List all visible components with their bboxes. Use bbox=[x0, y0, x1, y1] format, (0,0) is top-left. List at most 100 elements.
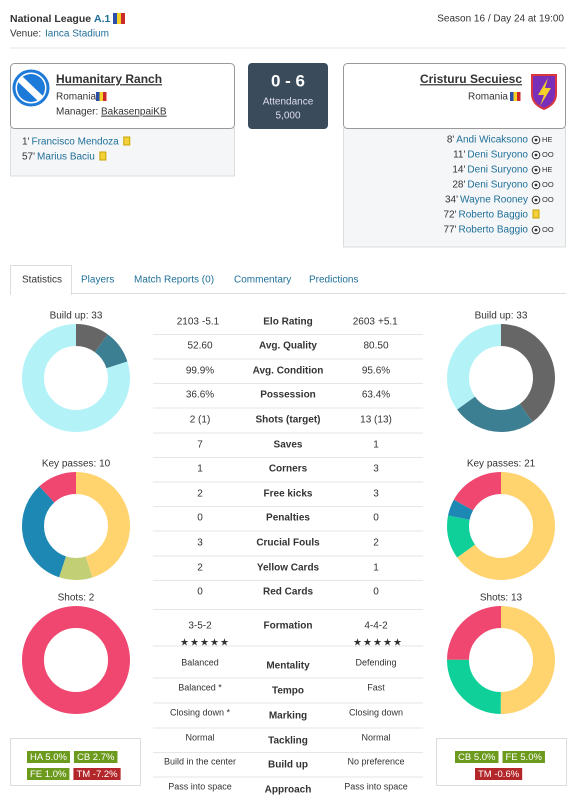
event-minute: 57' bbox=[22, 152, 35, 163]
svg-text:★: ★ bbox=[200, 638, 209, 649]
tag-bg bbox=[502, 751, 545, 763]
away-name[interactable]: Cristuru Secuiesc bbox=[420, 72, 522, 86]
away-value: 0 bbox=[373, 587, 379, 598]
stat-label: Corners bbox=[269, 464, 308, 475]
away-value: Defending bbox=[355, 657, 396, 667]
away-events-box bbox=[343, 127, 566, 248]
svg-text:★: ★ bbox=[180, 638, 189, 649]
chart-title: Build up: 33 bbox=[50, 311, 103, 322]
stat-label: Red Cards bbox=[263, 587, 313, 598]
stat-label: Yellow Cards bbox=[257, 563, 320, 574]
event-kind: OO bbox=[542, 195, 554, 204]
stat-label: Formation bbox=[264, 621, 313, 632]
away-value: 3 bbox=[373, 464, 379, 475]
manager[interactable]: BakasenpaiKB bbox=[101, 107, 167, 118]
event-minute: 34' bbox=[445, 195, 458, 206]
event-kind: OO bbox=[542, 180, 554, 189]
away-value: 3 bbox=[373, 489, 379, 500]
home-value: 7 bbox=[197, 440, 203, 451]
star-rating: ★ ★ ★ ★ ★ ★ ★ ★ ★ ★ bbox=[180, 638, 402, 649]
tab[interactable]: Commentary bbox=[234, 275, 291, 286]
donut-segment bbox=[447, 472, 555, 580]
stat-label: Elo Rating bbox=[263, 317, 312, 328]
tag-bg bbox=[455, 751, 499, 763]
home-value: 0 bbox=[197, 587, 203, 598]
home-logo bbox=[12, 69, 50, 107]
tab[interactable]: Statistics bbox=[22, 275, 62, 286]
svg-text:★: ★ bbox=[220, 638, 229, 649]
tag: HA 5.0% bbox=[30, 752, 68, 763]
flag bbox=[113, 13, 125, 24]
svg-text:★: ★ bbox=[353, 638, 362, 649]
season: Season 16 / Day 24 at 19:00 bbox=[437, 14, 564, 25]
ball-icon bbox=[534, 198, 538, 202]
away-value: Pass into space bbox=[344, 781, 408, 791]
event-player[interactable]: Wayne Rooney bbox=[460, 195, 528, 206]
home-value: 2 bbox=[197, 563, 203, 574]
event-player[interactable]: Andi Wicaksono bbox=[456, 135, 528, 146]
home-value: Build in the center bbox=[164, 756, 236, 766]
venue[interactable]: Ianca Stadium bbox=[45, 29, 109, 40]
tab[interactable]: Match Reports (0) bbox=[134, 275, 214, 286]
chart-title: Shots: 13 bbox=[480, 593, 523, 604]
home-value: Balanced bbox=[181, 657, 219, 667]
chart-title: Key passes: 10 bbox=[42, 459, 111, 470]
division[interactable]: A.1 bbox=[94, 13, 111, 25]
yellow-card-icon bbox=[99, 151, 107, 161]
away-value: 2603 bbox=[353, 317, 376, 328]
away-value: 2 bbox=[373, 538, 379, 549]
home-value: 52.60 bbox=[187, 341, 212, 352]
home-value: 3 bbox=[197, 538, 203, 549]
event-minute: 1' bbox=[22, 137, 30, 148]
attendance: 5,000 bbox=[275, 111, 300, 122]
event-kind: OO bbox=[542, 150, 554, 159]
stat-label: Avg. Quality bbox=[259, 341, 317, 352]
tab[interactable]: Players bbox=[81, 275, 114, 286]
chart-title: Shots: 2 bbox=[58, 593, 95, 604]
tag: CB 5.0% bbox=[458, 752, 496, 763]
event-player[interactable]: Roberto Baggio bbox=[459, 210, 529, 221]
ball-icon bbox=[534, 138, 538, 142]
event-player[interactable]: Deni Suryono bbox=[467, 150, 528, 161]
home-value: Pass into space bbox=[168, 781, 232, 791]
svg-text:★: ★ bbox=[373, 638, 382, 649]
event-kind: HE bbox=[542, 135, 552, 144]
event-player[interactable]: Deni Suryono bbox=[467, 180, 528, 191]
event-minute: 8' bbox=[447, 135, 455, 146]
home-value: 99.9% bbox=[186, 366, 214, 377]
event-minute: 11' bbox=[453, 150, 465, 161]
stat-label: Mentality bbox=[266, 661, 310, 672]
event-minute: 14' bbox=[452, 165, 465, 176]
tag-bg bbox=[27, 768, 70, 780]
home-value: 1 bbox=[197, 464, 203, 475]
flag bbox=[96, 92, 107, 101]
event-player[interactable]: Roberto Baggio bbox=[459, 225, 529, 236]
tag: FE 1.0% bbox=[30, 769, 67, 780]
away-value: Closing down bbox=[349, 707, 403, 717]
ball-icon bbox=[534, 168, 538, 172]
event-player[interactable]: Deni Suryono bbox=[467, 165, 528, 176]
tag-bg bbox=[27, 751, 70, 763]
event-minute: 72' bbox=[443, 210, 456, 221]
away-value: 63.4% bbox=[362, 390, 390, 401]
away-value: 1 bbox=[373, 563, 379, 574]
stat-label: Penalties bbox=[266, 513, 310, 524]
event-kind: HE bbox=[542, 165, 552, 174]
event-player[interactable]: Marius Baciu bbox=[37, 152, 95, 163]
svg-text:★: ★ bbox=[383, 638, 392, 649]
home-name[interactable]: Humanitary Ranch bbox=[56, 72, 162, 86]
home-value: Balanced * bbox=[178, 682, 222, 692]
svg-text:★: ★ bbox=[363, 638, 372, 649]
tab[interactable]: Predictions bbox=[309, 275, 358, 286]
donut-segment bbox=[447, 606, 555, 714]
flag bbox=[510, 92, 521, 101]
home-country: Romania bbox=[56, 92, 96, 103]
away-change: +5.1 bbox=[378, 317, 398, 328]
home-value: 3-5-2 bbox=[188, 621, 212, 632]
event-minute: 77' bbox=[443, 225, 456, 236]
donut-segment bbox=[447, 606, 555, 714]
ball-icon bbox=[534, 153, 538, 157]
event-player[interactable]: Francisco Mendoza bbox=[31, 137, 119, 148]
chart-title: Key passes: 21 bbox=[467, 459, 536, 470]
